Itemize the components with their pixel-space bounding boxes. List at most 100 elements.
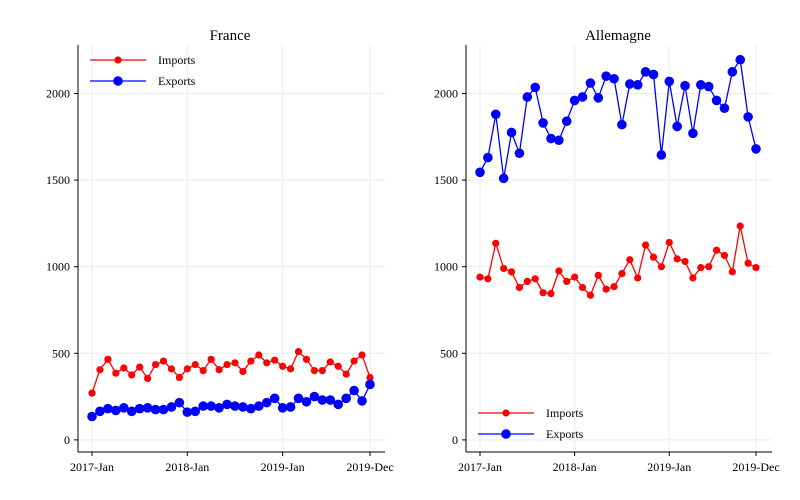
data-point-imports: [697, 263, 705, 272]
data-point-exports: [475, 167, 485, 178]
data-point-exports: [593, 93, 604, 103]
data-point-exports: [277, 403, 288, 413]
data-point-exports: [182, 407, 193, 417]
data-point-exports: [577, 92, 588, 102]
data-point-imports: [476, 273, 484, 281]
data-point-exports: [230, 401, 240, 411]
data-point-imports: [610, 283, 618, 291]
legend-marker-exports: [113, 76, 123, 86]
data-point-exports: [238, 402, 248, 412]
data-point-imports: [255, 351, 263, 359]
data-point-imports: [571, 273, 579, 281]
data-point-imports: [183, 365, 191, 373]
data-point-imports: [247, 357, 255, 365]
data-point-exports: [190, 406, 201, 417]
data-point-imports: [594, 271, 602, 279]
data-point-exports: [293, 393, 304, 404]
data-point-imports: [744, 259, 752, 267]
legend-label-exports: Exports: [546, 427, 584, 441]
data-point-imports: [302, 355, 311, 363]
legend: Imports Exports: [478, 406, 584, 441]
data-point-exports: [585, 78, 596, 88]
data-point-imports: [366, 373, 374, 382]
data-point-exports: [751, 144, 761, 154]
data-point-imports: [484, 275, 492, 283]
data-point-imports: [618, 270, 626, 278]
data-point-exports: [214, 403, 224, 413]
data-point-imports: [191, 360, 199, 369]
data-point-imports: [507, 268, 516, 276]
y-tick-label: 1500: [434, 173, 458, 187]
data-point-exports: [625, 79, 635, 89]
data-point-imports: [563, 277, 571, 286]
data-point-exports: [166, 402, 177, 412]
data-point-imports: [104, 355, 112, 363]
data-point-exports: [680, 80, 690, 91]
data-point-imports: [239, 367, 247, 376]
data-point-imports: [634, 274, 642, 282]
legend: Imports Exports: [90, 53, 196, 88]
data-point-imports: [492, 239, 500, 247]
data-point-exports: [719, 103, 730, 114]
data-point-exports: [569, 95, 580, 106]
data-point-exports: [301, 396, 312, 407]
data-point-exports: [664, 76, 675, 87]
panel-title: Allemagne: [585, 28, 651, 44]
x-tick-label: 2019-Jan: [261, 460, 305, 474]
data-point-exports: [703, 81, 714, 92]
data-point-exports: [309, 391, 320, 402]
data-point-imports: [642, 241, 650, 249]
data-point-exports: [727, 67, 738, 77]
data-point-exports: [349, 385, 359, 396]
data-point-exports: [134, 403, 145, 414]
data-point-exports: [546, 133, 556, 144]
data-point-imports: [665, 238, 673, 247]
y-tick-label: 1000: [46, 260, 70, 274]
data-point-exports: [222, 399, 232, 410]
data-point-exports: [253, 401, 264, 411]
x-tick-label: 2017-Jan: [458, 460, 502, 474]
data-point-imports: [223, 360, 231, 369]
data-point-imports: [728, 268, 736, 276]
y-tick-label: 500: [440, 346, 458, 360]
data-point-imports: [175, 373, 183, 382]
data-point-imports: [231, 359, 239, 367]
data-point-exports: [95, 406, 105, 417]
data-point-imports: [673, 255, 681, 263]
data-point-exports: [158, 404, 169, 415]
data-point-exports: [246, 403, 256, 414]
data-point-imports: [358, 351, 366, 359]
data-point-exports: [696, 80, 706, 90]
data-point-imports: [96, 366, 104, 374]
data-point-exports: [174, 397, 185, 408]
data-point-imports: [547, 289, 555, 298]
data-point-exports: [561, 116, 572, 127]
data-point-exports: [609, 73, 619, 84]
data-point-imports: [263, 359, 271, 367]
data-point-exports: [126, 406, 137, 417]
data-point-exports: [490, 109, 501, 120]
data-point-exports: [554, 135, 564, 146]
data-point-exports: [672, 121, 682, 132]
data-point-imports: [151, 360, 160, 369]
data-point-exports: [656, 150, 667, 160]
x-tick-label: 2019-Dec: [732, 460, 779, 474]
data-point-exports: [261, 397, 272, 408]
panel-title: France: [210, 28, 251, 44]
panel-allemagne: Allemagne 0 500 1000 1500 2000 2017-Jan 2018-J…: [434, 28, 780, 474]
data-point-imports: [649, 253, 658, 261]
data-point-exports: [198, 401, 208, 411]
data-point-imports: [215, 366, 223, 374]
data-point-exports: [632, 80, 643, 90]
data-point-imports: [689, 274, 697, 282]
data-point-exports: [743, 112, 753, 122]
data-point-imports: [705, 263, 713, 271]
data-point-exports: [341, 393, 351, 404]
data-point-imports: [720, 251, 729, 260]
data-point-imports: [318, 367, 326, 375]
data-point-imports: [144, 374, 152, 382]
data-point-exports: [269, 393, 280, 404]
data-point-exports: [688, 128, 698, 139]
